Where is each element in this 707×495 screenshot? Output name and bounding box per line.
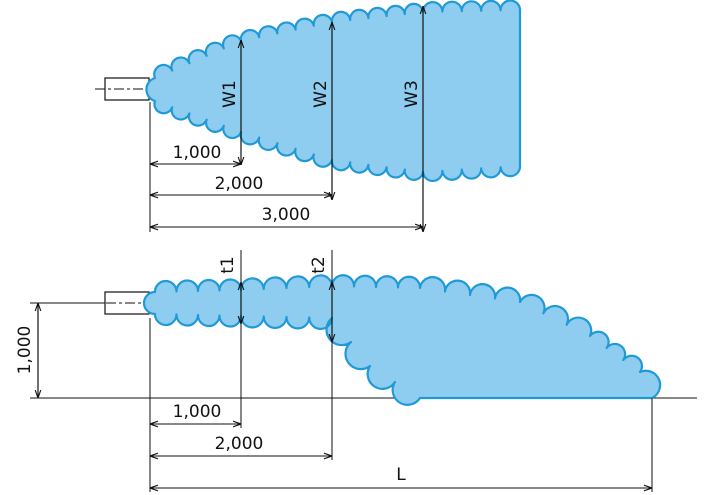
distance-dimension-1000-side: 1,000 — [150, 402, 241, 424]
width-dimension-w3: W3 — [402, 6, 423, 232]
distance-label-3000-top: 3,000 — [262, 205, 311, 225]
width-dimension-w1: W1 — [220, 40, 241, 165]
height-dimension: 1,000 — [15, 302, 105, 399]
distance-label-2000-side: 2,000 — [215, 434, 264, 454]
distance-dimension-1000-top: 1,000 — [150, 143, 241, 164]
width-dimension-w2: W2 — [311, 22, 332, 200]
distance-label-1000-top: 1,000 — [173, 143, 222, 163]
w3-label: W3 — [402, 80, 422, 108]
range-dimension-l: L — [150, 465, 652, 488]
distance-dimension-3000-top: 3,000 — [150, 205, 423, 227]
range-label: L — [396, 465, 406, 485]
t1-label: t1 — [218, 256, 238, 273]
t2-label: t2 — [309, 256, 329, 273]
w2-label: W2 — [311, 80, 331, 108]
distance-label-2000-top: 2,000 — [215, 174, 264, 194]
w1-label: W1 — [220, 80, 240, 108]
height-label: 1,000 — [15, 326, 35, 375]
distance-dimension-2000-side: 2,000 — [150, 434, 332, 456]
spray-trajectory-side — [142, 274, 662, 406]
distance-dimension-2000-top: 2,000 — [150, 174, 332, 195]
thickness-dimension-t2: t2 — [309, 256, 332, 342]
thickness-dimension-t1: t1 — [218, 256, 241, 324]
side-view: 1,000 t1 t2 1,000 2,000 L — [15, 250, 697, 492]
top-view: W1 W2 W3 1,000 2,000 3,000 — [95, 0, 522, 232]
distance-label-1000-side: 1,000 — [173, 402, 222, 422]
